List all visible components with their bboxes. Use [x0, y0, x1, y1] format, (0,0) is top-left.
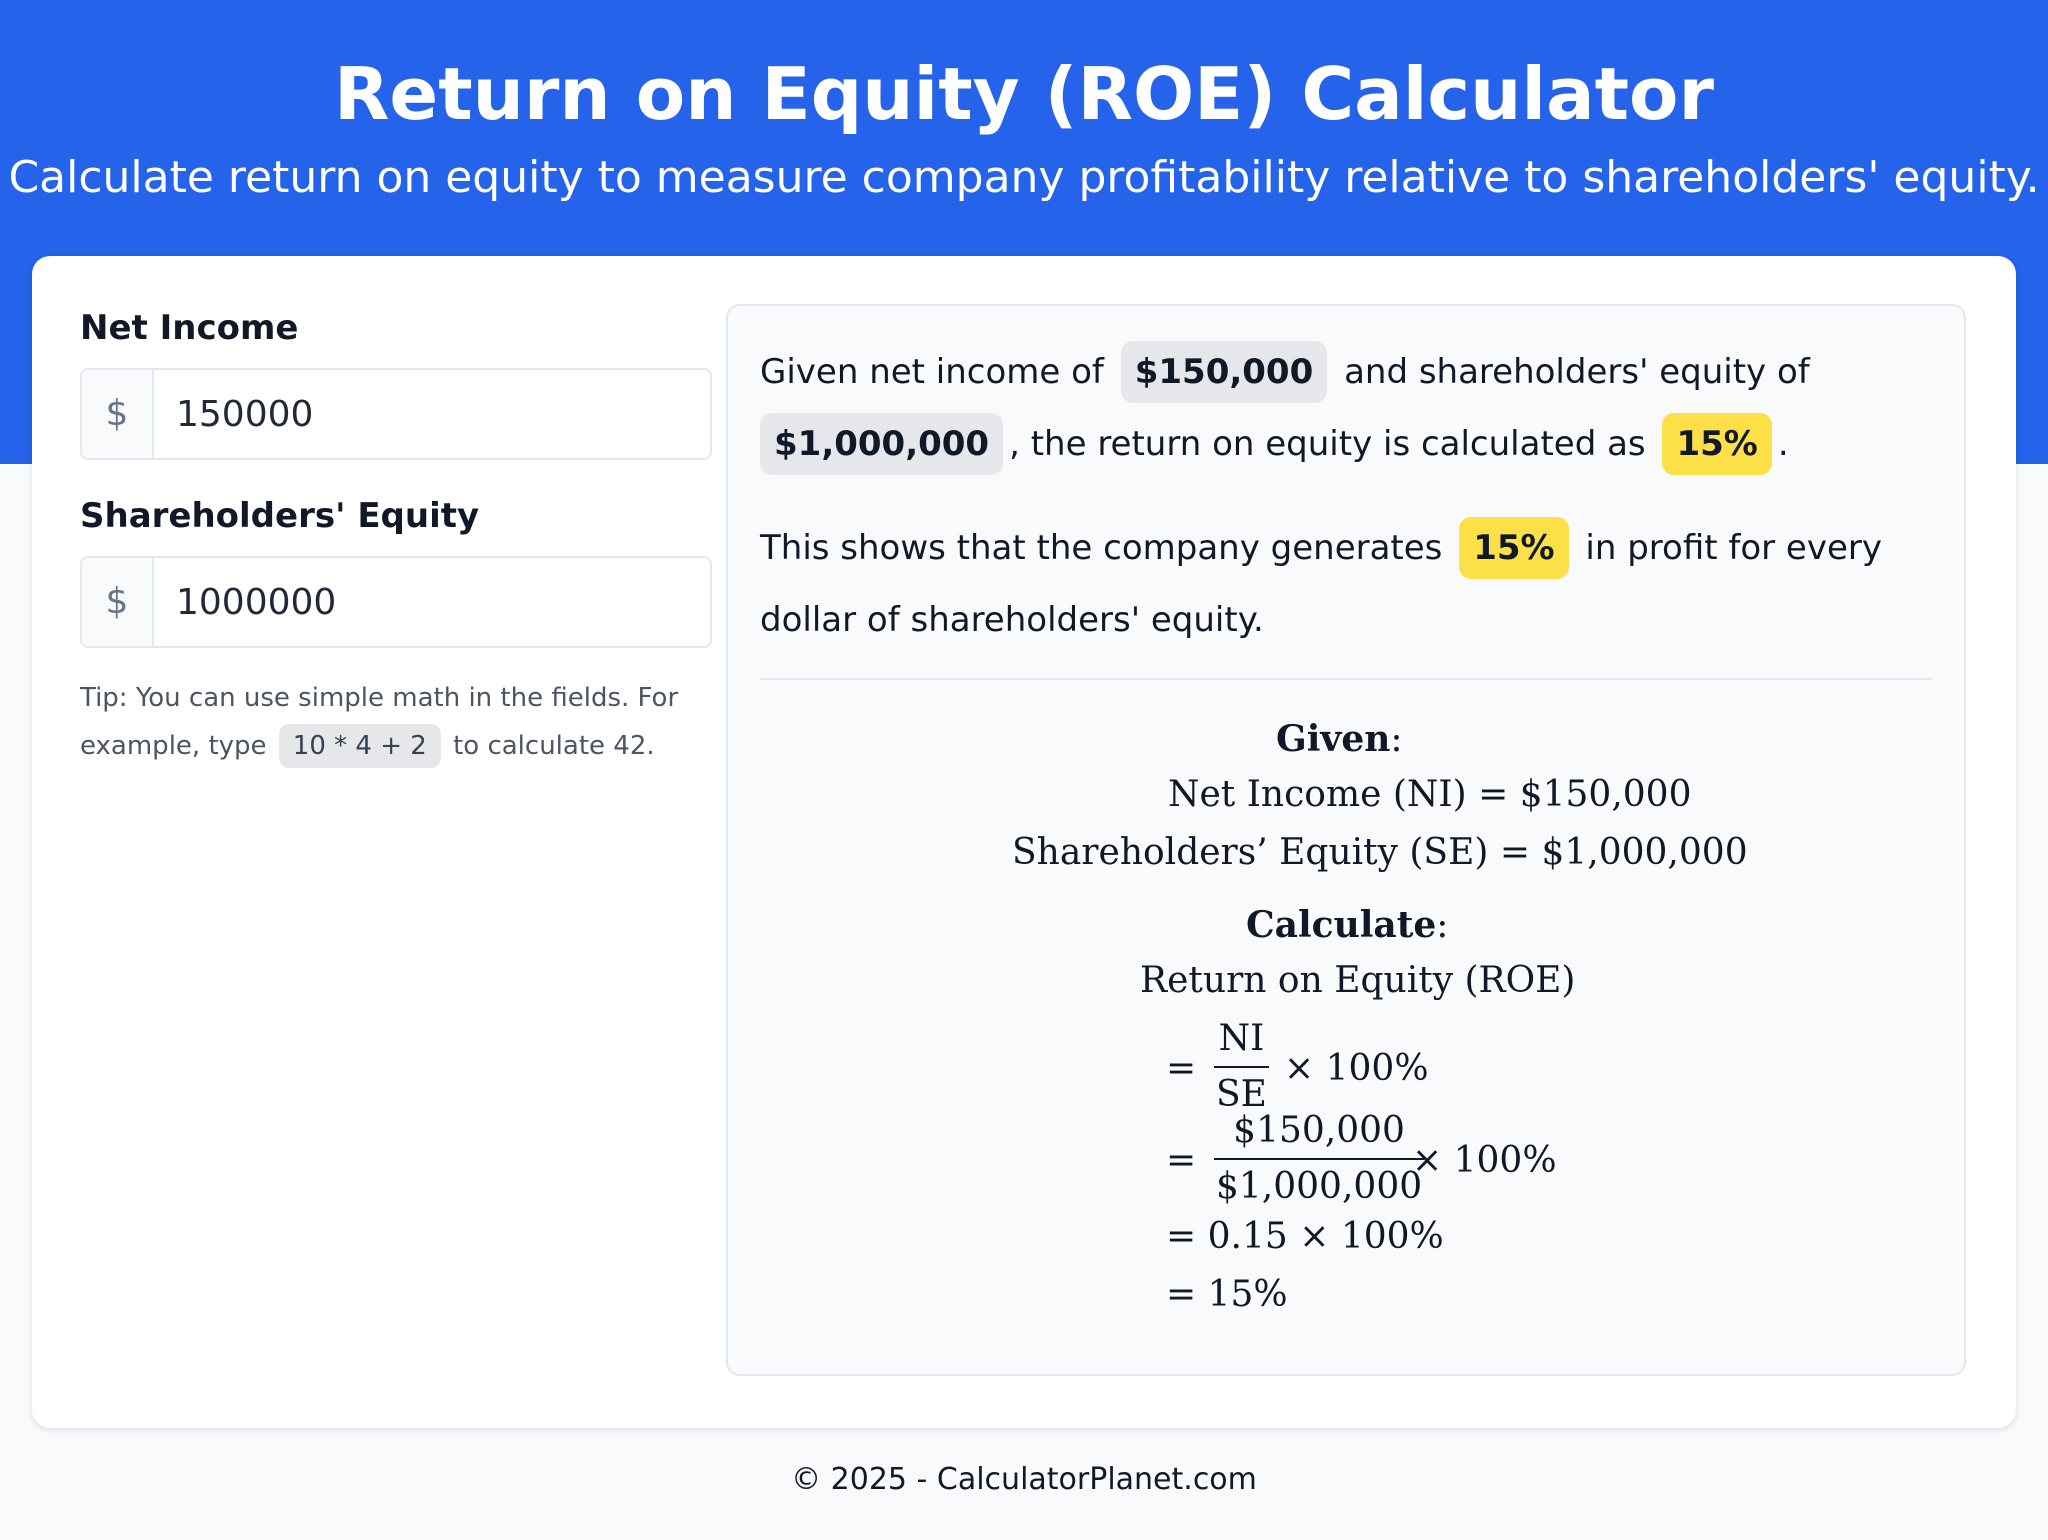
net-income-input[interactable]: [154, 370, 704, 458]
explanation-text: and shareholders' equity of: [1344, 352, 1810, 392]
page-title: Return on Equity (ROE) Calculator: [333, 52, 1715, 136]
section-divider: [760, 678, 1932, 680]
roe-result-chip: 15%: [1662, 413, 1772, 475]
explanation-text: in profit for every dollar of shareholde…: [760, 528, 1882, 640]
tip-example-chip: 10 * 4 + 2: [278, 724, 441, 768]
decimal-step-line: = 0.15 × 100%: [1166, 1216, 1444, 1257]
fraction-denominator: $1,000,000: [1214, 1158, 1425, 1210]
explanation-text: Given net income of: [760, 352, 1104, 392]
explanation-text: , the return on equity is calculated as: [1009, 424, 1646, 464]
page-subtitle: Calculate return on equity to measure co…: [8, 152, 2040, 203]
roe-label-line: Return on Equity (ROE): [1140, 960, 1576, 1001]
explanation-text: .: [1777, 424, 1789, 464]
fraction-denominator: SE: [1214, 1066, 1269, 1118]
footer-copyright: © 2025 - CalculatorPlanet.com: [791, 1462, 1257, 1497]
net-income-label: Net Income: [80, 308, 299, 348]
fraction-numerator: NI: [1218, 1018, 1265, 1059]
net-income-input-group: $: [80, 368, 712, 460]
shareholders-equity-label: Shareholders' Equity: [80, 496, 480, 536]
ratio-fraction: NI SE: [1214, 1016, 1269, 1118]
given-net-income-line: Net Income (NI) = $150,000: [1168, 774, 1692, 815]
equals-sign: =: [1166, 1140, 1197, 1181]
fraction-numerator: $150,000: [1233, 1110, 1405, 1151]
explanation-panel: Given net income of $150,000 and shareho…: [726, 304, 1966, 1376]
equals-sign: =: [1166, 1048, 1197, 1089]
explanation-text: This shows that the company generates: [760, 528, 1443, 568]
calculate-heading: Calculate:: [1246, 904, 1449, 946]
dollar-prefix: $: [82, 558, 154, 646]
values-fraction: $150,000 $1,000,000: [1214, 1108, 1425, 1210]
explanation-paragraph-1: Given net income of $150,000 and shareho…: [760, 336, 1940, 480]
tip-text: Tip: You can use simple math in the fiel…: [80, 674, 700, 770]
net-income-chip: $150,000: [1120, 341, 1328, 403]
calculator-card: Net Income $ Shareholders' Equity $ Tip:…: [32, 256, 2016, 1428]
roe-result-chip: 15%: [1459, 517, 1569, 579]
equity-chip: $1,000,000: [760, 413, 1004, 475]
shareholders-equity-input[interactable]: [154, 558, 704, 646]
times-100-percent: × 100%: [1284, 1048, 1429, 1089]
tip-text-before: Tip: You can use simple math in the fiel…: [80, 683, 679, 761]
result-line: = 15%: [1166, 1274, 1288, 1315]
times-100-percent: × 100%: [1412, 1140, 1557, 1181]
given-heading: Given:: [1276, 718, 1403, 760]
dollar-prefix: $: [82, 370, 154, 458]
shareholders-equity-input-group: $: [80, 556, 712, 648]
explanation-paragraph-2: This shows that the company generates 15…: [760, 512, 1940, 656]
given-equity-line: Shareholders’ Equity (SE) = $1,000,000: [1012, 832, 1748, 873]
tip-text-after: to calculate 42.: [453, 731, 655, 761]
